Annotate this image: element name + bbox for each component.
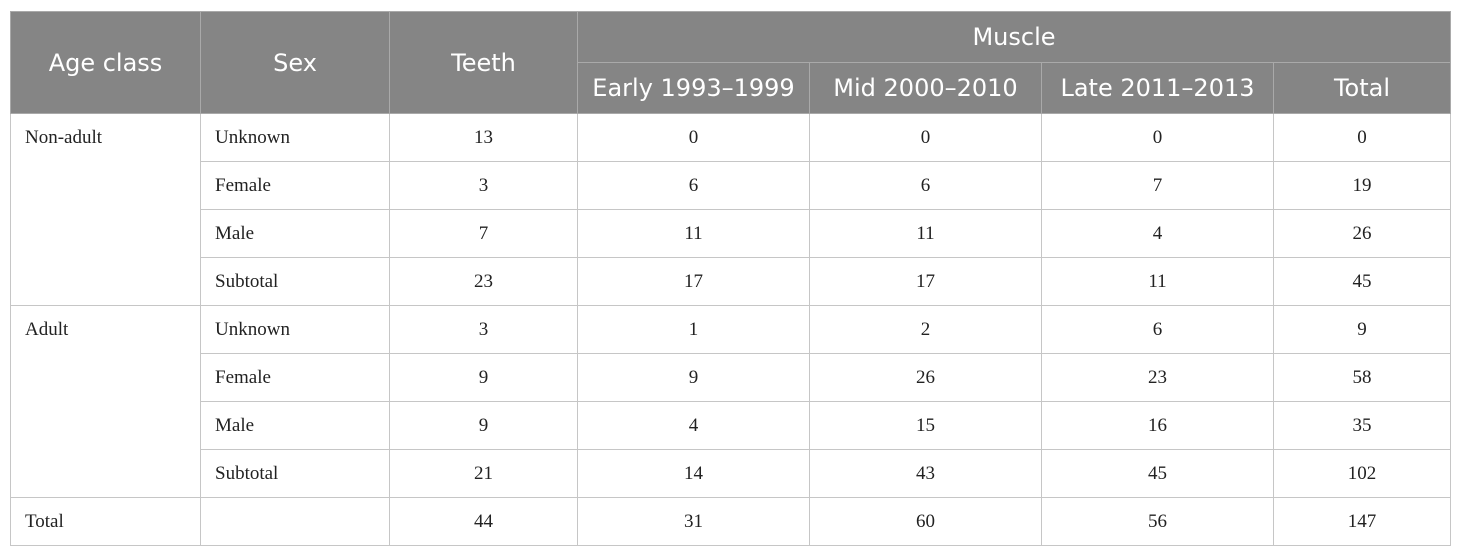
sex-cell: Female (200, 161, 390, 210)
total-label-cell: Total (10, 497, 201, 546)
total-cell: 147 (1273, 497, 1451, 546)
late-cell: 4 (1041, 209, 1274, 258)
mid-cell: 17 (809, 257, 1042, 306)
mid-cell: 2 (809, 305, 1042, 354)
late-cell: 23 (1041, 353, 1274, 402)
age-class-cell: Adult (10, 305, 201, 498)
total-cell: 26 (1273, 209, 1451, 258)
header-muscle: Muscle (577, 11, 1451, 63)
teeth-cell: 9 (389, 401, 578, 450)
early-cell: 14 (577, 449, 810, 498)
teeth-cell: 7 (389, 209, 578, 258)
early-cell: 31 (577, 497, 810, 546)
age-class-cell: Non-adult (10, 113, 201, 306)
sex-cell: Subtotal (200, 449, 390, 498)
mid-cell: 15 (809, 401, 1042, 450)
late-cell: 6 (1041, 305, 1274, 354)
header-muscle-total: Total (1273, 62, 1451, 114)
table-row: Female 9 9 26 23 58 (11, 353, 1451, 402)
early-cell: 4 (577, 401, 810, 450)
early-cell: 9 (577, 353, 810, 402)
late-cell: 11 (1041, 257, 1274, 306)
table-row: Male 7 11 11 4 26 (11, 209, 1451, 258)
table-body: Non-adult Unknown 13 0 0 0 0 Female 3 6 … (10, 113, 1451, 546)
table-row: Female 3 6 6 7 19 (11, 161, 1451, 210)
teeth-cell: 3 (389, 161, 578, 210)
sex-cell: Unknown (200, 305, 390, 354)
subtotal-row: Subtotal 21 14 43 45 102 (11, 449, 1451, 498)
mid-cell: 0 (809, 113, 1042, 162)
sex-cell (200, 497, 390, 546)
header-muscle-mid: Mid 2000–2010 (809, 62, 1042, 114)
late-cell: 45 (1041, 449, 1274, 498)
total-cell: 58 (1273, 353, 1451, 402)
early-cell: 6 (577, 161, 810, 210)
late-cell: 0 (1041, 113, 1274, 162)
late-cell: 16 (1041, 401, 1274, 450)
teeth-cell: 3 (389, 305, 578, 354)
early-cell: 17 (577, 257, 810, 306)
late-cell: 56 (1041, 497, 1274, 546)
header-muscle-early: Early 1993–1999 (577, 62, 810, 114)
total-cell: 45 (1273, 257, 1451, 306)
sex-cell: Male (200, 401, 390, 450)
header-muscle-late: Late 2011–2013 (1041, 62, 1274, 114)
mid-cell: 60 (809, 497, 1042, 546)
sex-cell: Subtotal (200, 257, 390, 306)
teeth-cell: 44 (389, 497, 578, 546)
total-cell: 19 (1273, 161, 1451, 210)
total-cell: 0 (1273, 113, 1451, 162)
total-row: Total 44 31 60 56 147 (10, 497, 1451, 546)
table-row: Male 9 4 15 16 35 (11, 401, 1451, 450)
sex-cell: Female (200, 353, 390, 402)
early-cell: 0 (577, 113, 810, 162)
teeth-cell: 23 (389, 257, 578, 306)
total-cell: 9 (1273, 305, 1451, 354)
early-cell: 1 (577, 305, 810, 354)
header-sex: Sex (200, 11, 390, 114)
mid-cell: 11 (809, 209, 1042, 258)
mid-cell: 43 (809, 449, 1042, 498)
table-header: Age class Sex Teeth Muscle Early 1993–19… (10, 11, 1451, 114)
header-age-class: Age class (10, 11, 201, 114)
table-row: Non-adult Unknown 13 0 0 0 0 (10, 113, 1451, 306)
table-row: Adult Unknown 3 1 2 6 9 (10, 305, 1451, 498)
mid-cell: 26 (809, 353, 1042, 402)
data-table: Age class Sex Teeth Muscle Early 1993–19… (10, 11, 1451, 546)
teeth-cell: 13 (389, 113, 578, 162)
late-cell: 7 (1041, 161, 1274, 210)
total-cell: 35 (1273, 401, 1451, 450)
subtotal-row: Subtotal 23 17 17 11 45 (11, 257, 1451, 306)
total-cell: 102 (1273, 449, 1451, 498)
teeth-cell: 21 (389, 449, 578, 498)
mid-cell: 6 (809, 161, 1042, 210)
header-teeth: Teeth (389, 11, 578, 114)
early-cell: 11 (577, 209, 810, 258)
sex-cell: Male (200, 209, 390, 258)
teeth-cell: 9 (389, 353, 578, 402)
sex-cell: Unknown (200, 113, 390, 162)
